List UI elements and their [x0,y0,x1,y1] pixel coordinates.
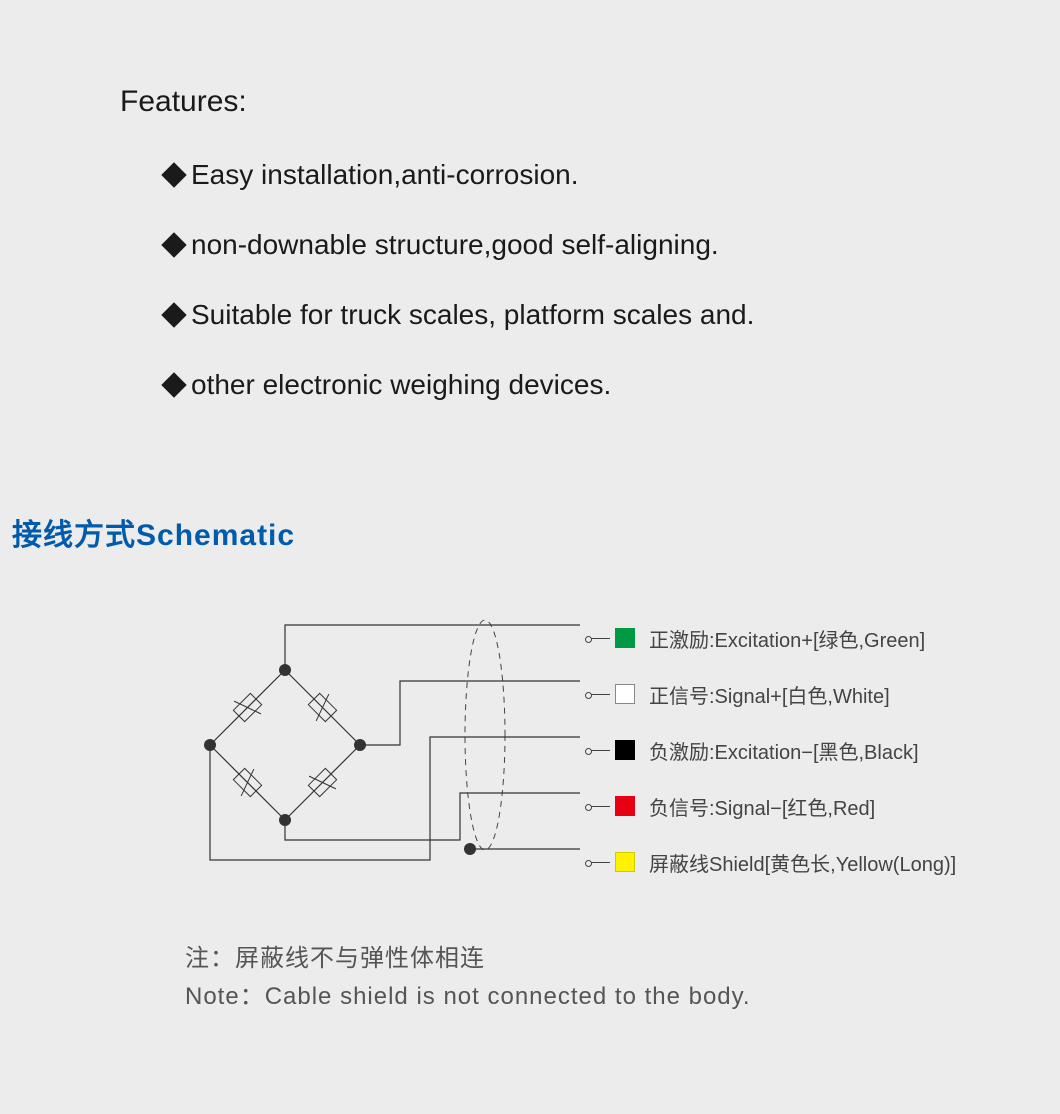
color-swatch [615,796,635,816]
feature-text: Easy installation,anti-corrosion. [191,159,579,191]
feature-item: other electronic weighing devices. [120,369,1060,401]
legend-item: 正信号:Signal+[白色,White] [590,666,956,722]
legend-connector-icon [590,862,610,863]
legend-label: 负信号:Signal−[红色,Red] [649,792,875,821]
feature-item: Suitable for truck scales, platform scal… [120,299,1060,331]
feature-text: non-downable structure,good self-alignin… [191,229,719,261]
color-swatch [615,852,635,872]
legend-connector-icon [590,694,610,695]
features-section: Features: Easy installation,anti-corrosi… [0,0,1060,401]
diamond-bullet-icon [161,302,186,327]
note-section: 注：屏蔽线不与弹性体相连 Note：Cable shield is not co… [185,940,751,1017]
color-swatch [615,684,635,704]
legend-label: 正信号:Signal+[白色,White] [649,680,890,709]
note-line-en: Note：Cable shield is not connected to th… [185,978,751,1016]
legend-label: 屏蔽线Shield[黄色长,Yellow(Long)] [649,848,956,877]
legend-connector-icon [590,638,610,639]
legend-item: 屏蔽线Shield[黄色长,Yellow(Long)] [590,834,956,890]
legend-label: 正激励:Excitation+[绿色,Green] [649,624,925,653]
diamond-bullet-icon [161,372,186,397]
diamond-bullet-icon [161,162,186,187]
feature-item: non-downable structure,good self-alignin… [120,229,1060,261]
features-title: Features: [120,85,1060,119]
legend-connector-icon [590,806,610,807]
feature-text: Suitable for truck scales, platform scal… [191,299,754,331]
schematic-diagram: 正激励:Excitation+[绿色,Green] 正信号:Signal+[白色… [180,580,1050,900]
note-line-cn: 注：屏蔽线不与弹性体相连 [185,940,751,978]
legend-connector-icon [590,750,610,751]
legend-item: 正激励:Excitation+[绿色,Green] [590,610,956,666]
legend-label: 负激励:Excitation−[黑色,Black] [649,736,919,765]
schematic-title: 接线方式Schematic [12,510,295,554]
feature-item: Easy installation,anti-corrosion. [120,159,1060,191]
legend-item: 负激励:Excitation−[黑色,Black] [590,722,956,778]
legend-list: 正激励:Excitation+[绿色,Green] 正信号:Signal+[白色… [590,610,956,890]
wiring-svg [180,580,590,900]
color-swatch [615,628,635,648]
feature-text: other electronic weighing devices. [191,369,611,401]
diamond-bullet-icon [161,232,186,257]
color-swatch [615,740,635,760]
legend-item: 负信号:Signal−[红色,Red] [590,778,956,834]
